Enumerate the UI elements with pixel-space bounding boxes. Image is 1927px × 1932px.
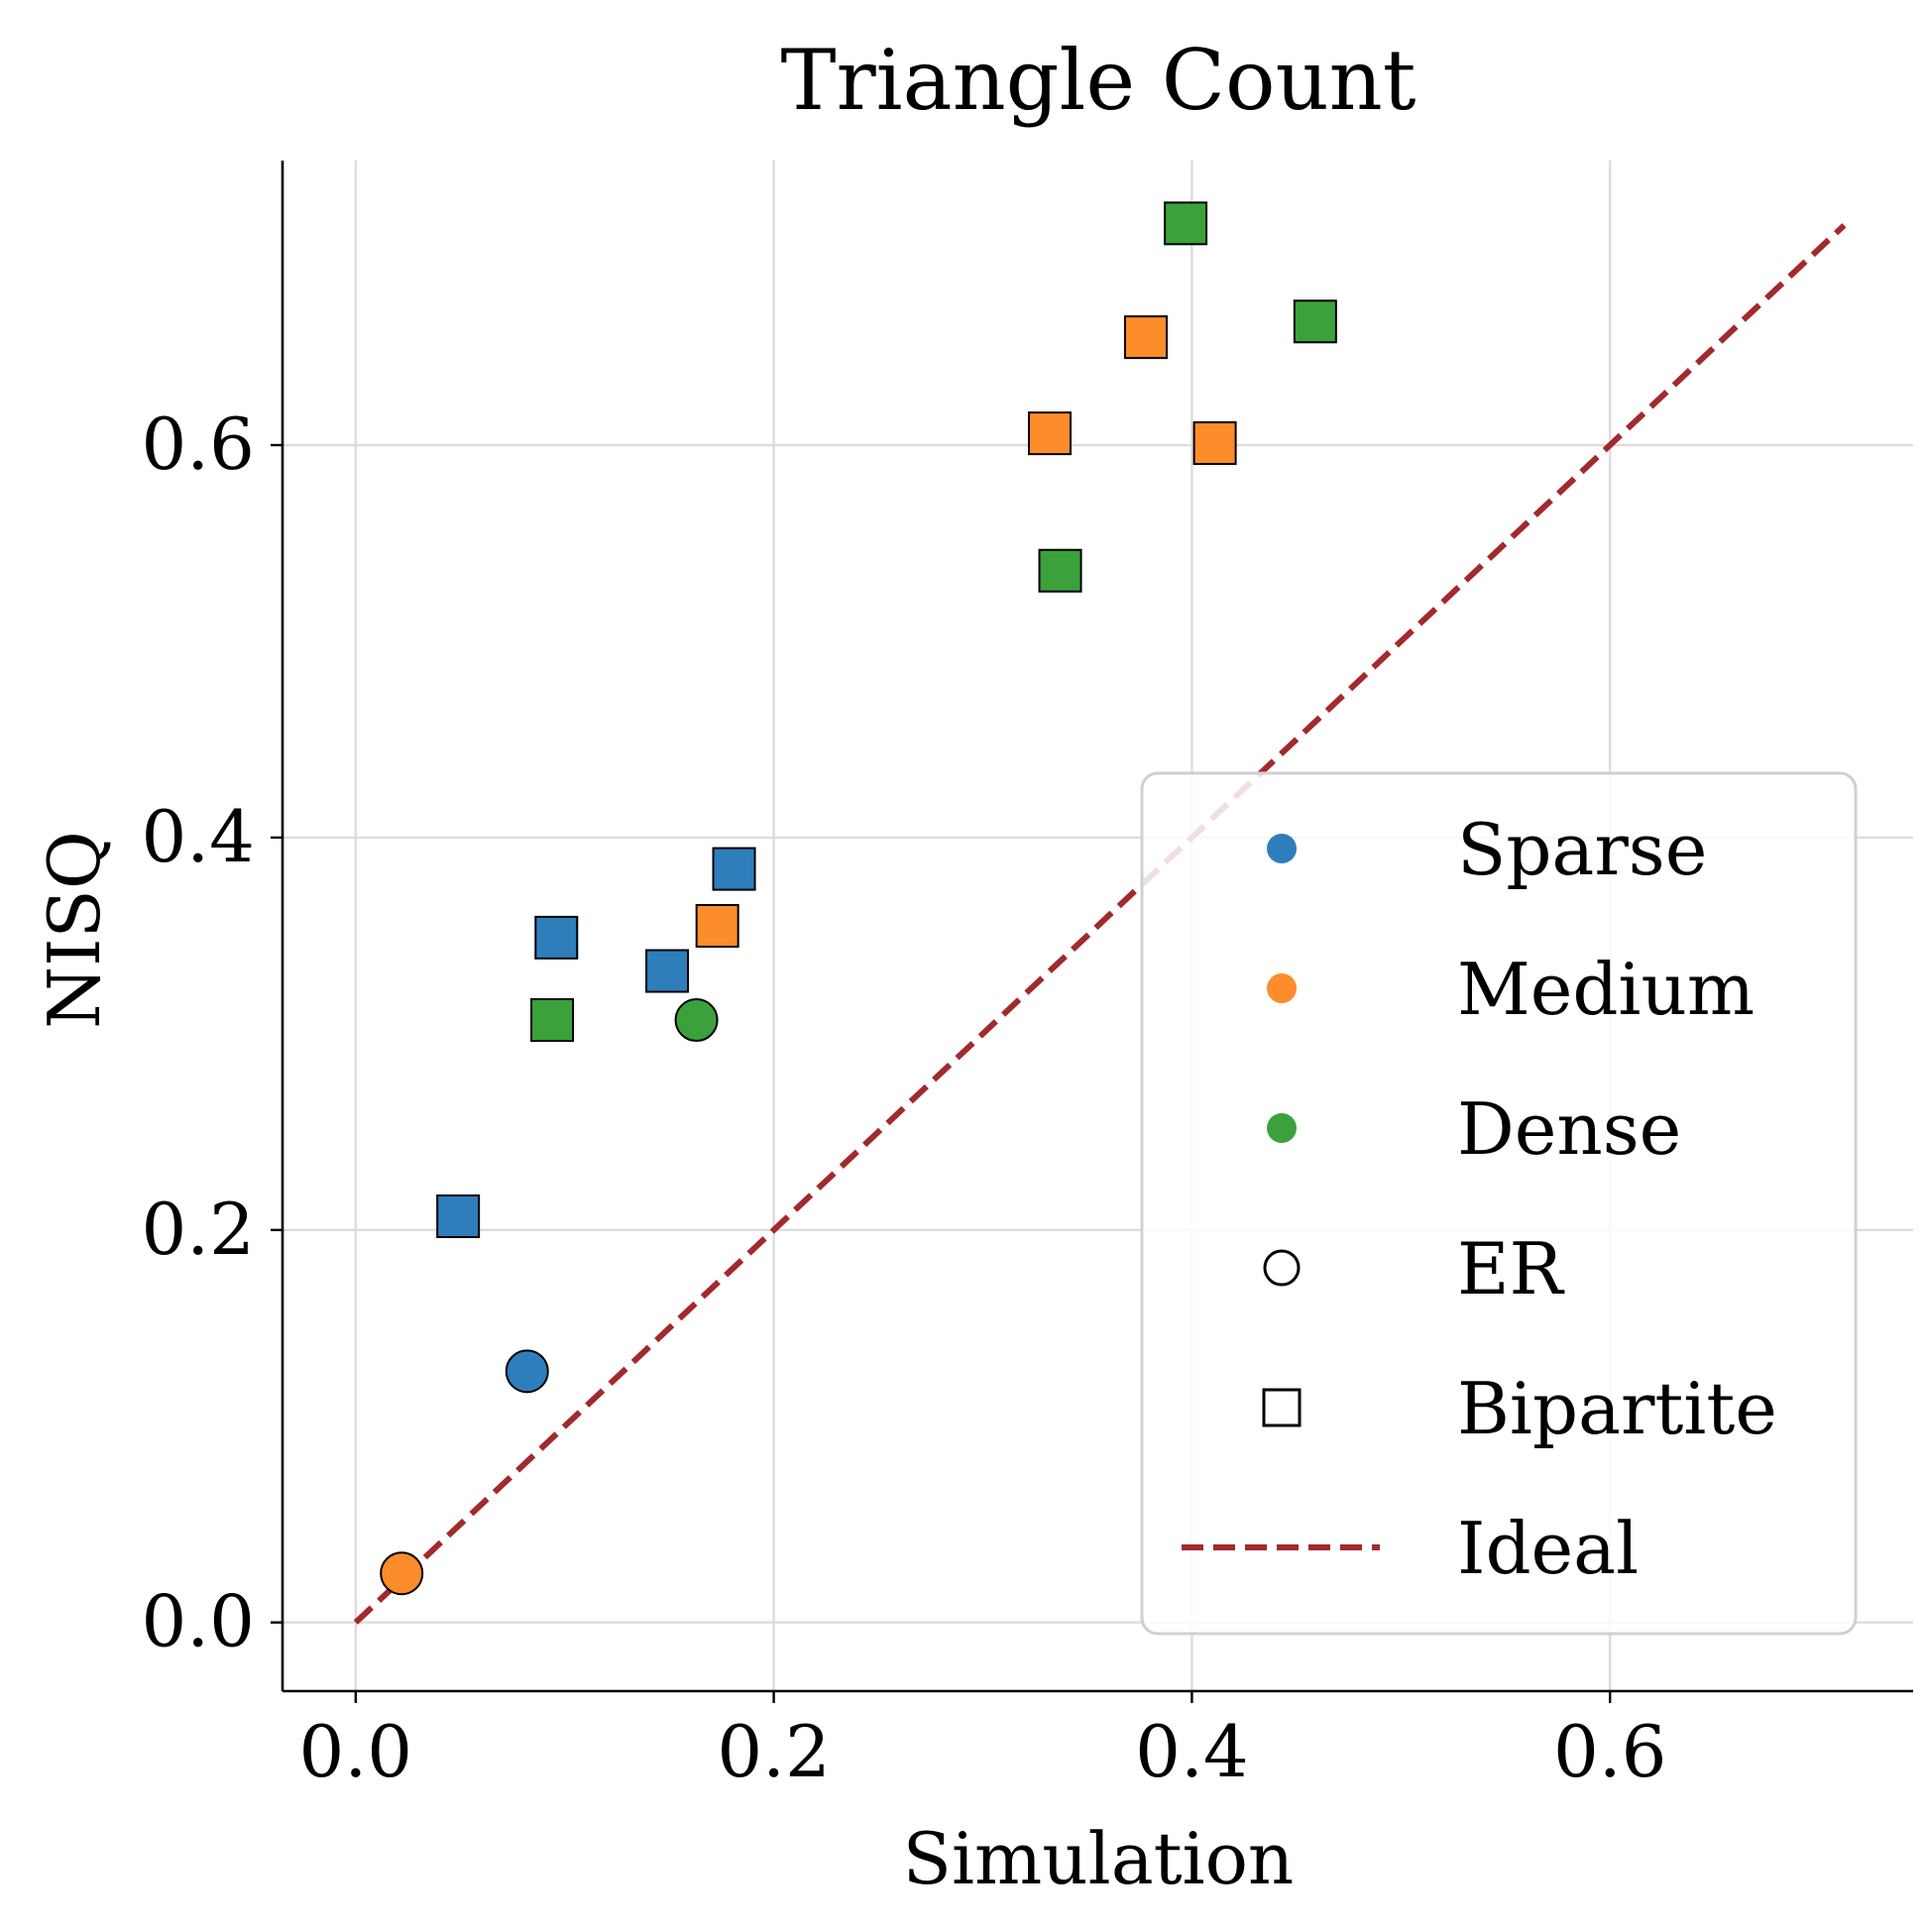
point-sparse-bipartite — [534, 915, 579, 960]
point-dense-bipartite — [1164, 201, 1208, 246]
point-sparse-bipartite — [712, 847, 756, 891]
point-medium-bipartite — [1027, 411, 1072, 456]
x-tick-label: 0.2 — [717, 1710, 831, 1793]
point-dense-bipartite — [530, 998, 575, 1043]
legend: Sparse Medium Dense ER Bipartite Ideal — [1140, 771, 1858, 1636]
point-sparse-er — [505, 1349, 549, 1394]
ideal-line-layer — [353, 223, 1847, 1625]
point-sparse-bipartite — [436, 1193, 481, 1238]
points-layer — [380, 201, 1337, 1596]
point-sparse-bipartite — [645, 949, 690, 993]
point-medium-bipartite — [1124, 315, 1169, 360]
y-tick-label: 0.4 — [141, 795, 255, 878]
point-medium-er — [380, 1551, 424, 1596]
legend-sparse-label: Sparse — [1457, 808, 1707, 891]
axes-layer — [281, 161, 1913, 1693]
x-tick-label: 0.4 — [1135, 1710, 1249, 1793]
x-tick-label: 0.0 — [299, 1710, 413, 1793]
legend-dense-label: Dense — [1457, 1087, 1681, 1171]
point-dense-er — [674, 998, 719, 1043]
legend-er-marker — [1263, 1249, 1301, 1287]
legend-bipartite-marker — [1262, 1388, 1302, 1427]
legend-medium-marker — [1267, 973, 1297, 1003]
point-medium-bipartite — [695, 904, 739, 948]
legend-ideal-label: Ideal — [1457, 1507, 1639, 1590]
point-dense-bipartite — [1038, 548, 1082, 593]
y-tick-label: 0.2 — [141, 1188, 255, 1271]
ideal-line — [353, 223, 1847, 1625]
legend-bipartite-label: Bipartite — [1457, 1367, 1777, 1450]
y-axis-label: NISQ — [33, 831, 116, 1029]
legend-sparse-marker — [1267, 834, 1297, 863]
y-tick-label: 0.6 — [141, 402, 255, 486]
chart-title: Triangle Count — [780, 32, 1416, 129]
tick-labels-layer: 0.0 0.2 0.4 0.6 0.0 0.2 0.4 0.6 — [141, 402, 1666, 1793]
y-tick-label: 0.0 — [141, 1580, 255, 1663]
x-axis-label: Simulation — [903, 1817, 1295, 1900]
legend-box — [1140, 771, 1858, 1636]
legend-er-label: ER — [1457, 1227, 1565, 1310]
x-tick-label: 0.6 — [1553, 1710, 1667, 1793]
point-dense-bipartite — [1293, 299, 1337, 344]
legend-medium-label: Medium — [1457, 948, 1755, 1031]
legend-dense-marker — [1267, 1113, 1297, 1143]
point-medium-bipartite — [1192, 421, 1237, 466]
